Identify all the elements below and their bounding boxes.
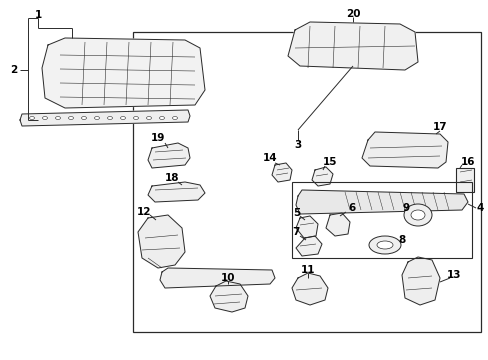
Text: 11: 11 xyxy=(300,265,315,275)
Text: 9: 9 xyxy=(402,203,409,213)
Text: 15: 15 xyxy=(322,157,337,167)
Ellipse shape xyxy=(376,241,392,249)
Text: 2: 2 xyxy=(10,65,18,75)
Polygon shape xyxy=(401,257,439,305)
Ellipse shape xyxy=(146,117,151,120)
Polygon shape xyxy=(325,213,349,236)
Bar xyxy=(291,182,471,258)
Text: 7: 7 xyxy=(292,227,299,237)
Polygon shape xyxy=(148,182,204,202)
Ellipse shape xyxy=(368,236,400,254)
Ellipse shape xyxy=(29,117,35,120)
Polygon shape xyxy=(148,143,190,168)
Polygon shape xyxy=(295,216,317,238)
Text: 19: 19 xyxy=(150,133,165,143)
Text: 10: 10 xyxy=(220,273,235,283)
Text: 8: 8 xyxy=(398,235,405,245)
Bar xyxy=(133,32,480,332)
Polygon shape xyxy=(160,268,274,288)
Text: 14: 14 xyxy=(262,153,277,163)
Text: 16: 16 xyxy=(460,157,474,167)
Text: 17: 17 xyxy=(432,122,447,132)
Polygon shape xyxy=(42,38,204,108)
Ellipse shape xyxy=(410,210,424,220)
Ellipse shape xyxy=(403,204,431,226)
Ellipse shape xyxy=(120,117,125,120)
Ellipse shape xyxy=(133,117,138,120)
Bar xyxy=(455,168,473,192)
Polygon shape xyxy=(291,273,327,305)
Ellipse shape xyxy=(55,117,61,120)
Polygon shape xyxy=(311,167,332,186)
Ellipse shape xyxy=(42,117,47,120)
Polygon shape xyxy=(209,281,247,312)
Text: 6: 6 xyxy=(347,203,355,213)
Ellipse shape xyxy=(81,117,86,120)
Polygon shape xyxy=(295,190,467,214)
Text: 5: 5 xyxy=(293,208,300,218)
Polygon shape xyxy=(287,22,417,70)
Ellipse shape xyxy=(107,117,112,120)
Text: 18: 18 xyxy=(164,173,179,183)
Polygon shape xyxy=(295,236,321,256)
Polygon shape xyxy=(361,132,447,168)
Text: 1: 1 xyxy=(34,10,41,20)
Ellipse shape xyxy=(94,117,99,120)
Text: 4: 4 xyxy=(475,203,483,213)
Polygon shape xyxy=(271,163,291,182)
Polygon shape xyxy=(20,110,190,126)
Polygon shape xyxy=(138,215,184,268)
Ellipse shape xyxy=(68,117,73,120)
Text: 20: 20 xyxy=(345,9,360,19)
Text: 3: 3 xyxy=(294,140,301,150)
Text: 13: 13 xyxy=(446,270,460,280)
Ellipse shape xyxy=(172,117,177,120)
Ellipse shape xyxy=(159,117,164,120)
Text: 12: 12 xyxy=(137,207,151,217)
